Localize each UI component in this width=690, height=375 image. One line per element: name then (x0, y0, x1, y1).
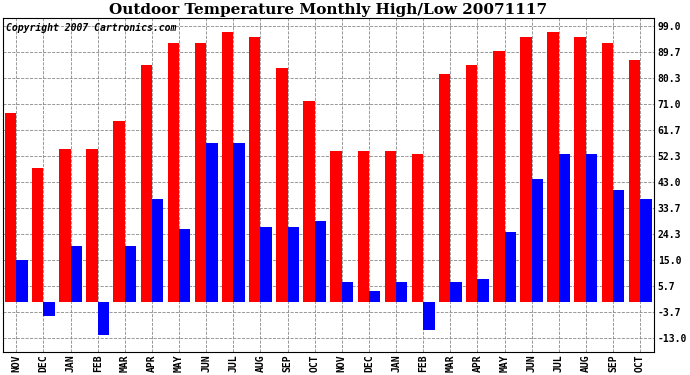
Bar (493, 51, 504, 302)
Bar (98, 302, 109, 335)
Bar (466, 65, 477, 302)
Bar (179, 230, 190, 302)
Text: Copyright 2007 Cartronics.com: Copyright 2007 Cartronics.com (6, 23, 177, 33)
Bar (384, 152, 396, 302)
Bar (315, 221, 326, 302)
Bar (629, 60, 640, 302)
Bar (59, 149, 70, 302)
Bar (342, 282, 353, 302)
Bar (43, 302, 55, 316)
Bar (17, 260, 28, 302)
Bar (260, 226, 272, 302)
Bar (559, 154, 570, 302)
Bar (504, 232, 516, 302)
Bar (575, 38, 586, 302)
Bar (369, 291, 380, 302)
Bar (640, 199, 651, 302)
Bar (396, 282, 407, 302)
Bar (288, 226, 299, 302)
Bar (423, 302, 435, 330)
Bar (531, 179, 543, 302)
Bar (5, 112, 17, 302)
Bar (304, 101, 315, 302)
Bar (152, 199, 164, 302)
Bar (477, 279, 489, 302)
Bar (412, 154, 423, 302)
Bar (357, 152, 369, 302)
Bar (141, 65, 152, 302)
Bar (586, 154, 598, 302)
Bar (233, 143, 245, 302)
Bar (113, 121, 125, 302)
Bar (222, 32, 233, 302)
Bar (125, 246, 136, 302)
Bar (32, 168, 43, 302)
Bar (276, 68, 288, 302)
Bar (547, 32, 559, 302)
Bar (168, 43, 179, 302)
Bar (86, 149, 98, 302)
Bar (331, 152, 342, 302)
Bar (206, 143, 217, 302)
Bar (451, 282, 462, 302)
Bar (195, 43, 206, 302)
Bar (520, 38, 531, 302)
Bar (602, 43, 613, 302)
Bar (249, 38, 260, 302)
Bar (613, 190, 624, 302)
Bar (439, 74, 451, 302)
Bar (70, 246, 82, 302)
Title: Outdoor Temperature Monthly High/Low 20071117: Outdoor Temperature Monthly High/Low 200… (109, 3, 547, 17)
